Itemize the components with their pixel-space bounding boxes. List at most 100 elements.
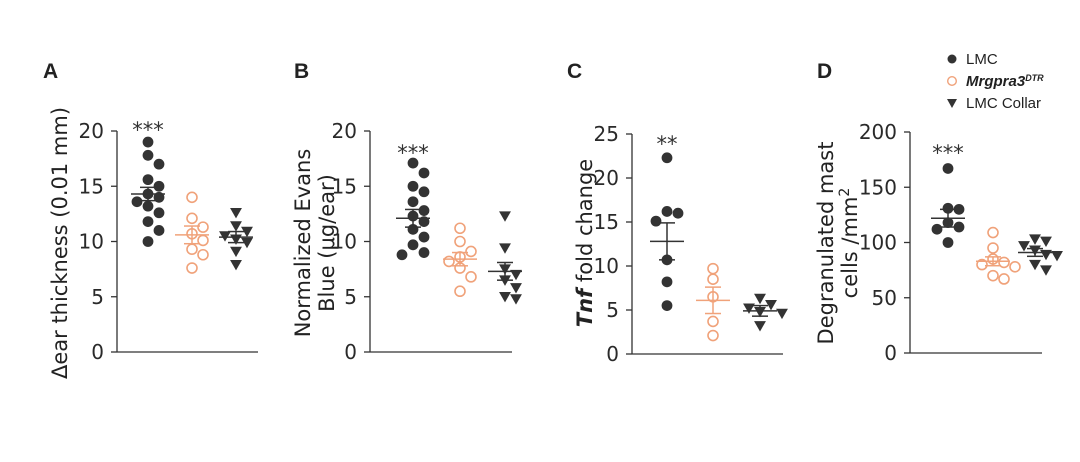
data-point bbox=[998, 273, 1010, 285]
y-axis-title: Normalized Evans Blue (μg/ear) bbox=[291, 149, 339, 338]
significance-label: ** bbox=[657, 132, 678, 156]
y-axis-title-segment: Tnf bbox=[573, 286, 597, 327]
data-point bbox=[230, 259, 242, 271]
data-point bbox=[1040, 265, 1052, 276]
data-point bbox=[499, 243, 511, 254]
y-axis-title-segment: Δear thickness (0.01 mm) bbox=[48, 107, 72, 379]
data-point bbox=[743, 303, 755, 314]
legend-label-superscript: DTR bbox=[1025, 73, 1044, 83]
data-point bbox=[186, 191, 198, 204]
data-point bbox=[142, 236, 154, 247]
y-tick-label: 5 bbox=[91, 285, 104, 309]
y-axis-title: Tnf fold change bbox=[573, 159, 597, 327]
significance-label: *** bbox=[397, 141, 429, 165]
data-point bbox=[976, 258, 988, 271]
legend-label-text: LMC Collar bbox=[966, 95, 1041, 112]
y-tick-label: 20 bbox=[594, 166, 619, 190]
data-point bbox=[153, 180, 165, 192]
data-point bbox=[707, 262, 719, 275]
y-axis-title-segment: cells /mm bbox=[838, 197, 862, 299]
legend-label: LMC Collar bbox=[966, 95, 1041, 112]
panel-a: A 0 5 10 15 20 Δear thickness (0.01 mm) *** bbox=[43, 60, 258, 379]
y-axis-title-line: Tnf fold change bbox=[573, 159, 597, 327]
data-point bbox=[186, 262, 198, 274]
data-point bbox=[197, 221, 209, 233]
series-lmc bbox=[650, 152, 684, 311]
data-point bbox=[942, 237, 954, 248]
y-axis-title-segment: Degranulated mast bbox=[814, 142, 838, 345]
data-point bbox=[650, 215, 662, 227]
data-point bbox=[443, 255, 455, 268]
panel-label: D bbox=[817, 60, 832, 83]
data-point bbox=[230, 221, 242, 232]
data-point bbox=[510, 294, 522, 305]
y-axis-title-segment: Blue (μg/ear) bbox=[315, 174, 339, 312]
series-mrgpra3 bbox=[696, 262, 730, 342]
data-point bbox=[465, 271, 477, 283]
y-tick-label: 0 bbox=[884, 341, 897, 365]
data-point bbox=[1040, 236, 1052, 248]
y-tick-label: 15 bbox=[594, 210, 619, 234]
data-point bbox=[953, 221, 965, 233]
data-point bbox=[142, 174, 154, 186]
y-axis-title: Δear thickness (0.01 mm) bbox=[48, 107, 72, 379]
y-tick-label: 10 bbox=[79, 230, 104, 254]
data-point bbox=[510, 269, 522, 281]
data-point bbox=[942, 202, 954, 214]
data-point bbox=[942, 163, 954, 174]
significance-label: *** bbox=[932, 141, 964, 165]
data-point bbox=[230, 208, 242, 219]
y-tick-label: 5 bbox=[344, 285, 357, 309]
data-point bbox=[142, 149, 154, 161]
y-tick-label: 10 bbox=[594, 254, 619, 278]
panel-label: B bbox=[294, 60, 309, 83]
series-lmc-collar bbox=[219, 208, 253, 271]
data-point bbox=[1040, 249, 1052, 261]
data-point bbox=[987, 242, 999, 254]
panel-c: C 0 5 10 15 20 25 Tnf fold change ** bbox=[567, 60, 788, 366]
data-point bbox=[396, 249, 408, 261]
data-point bbox=[186, 243, 198, 256]
y-axis-title-segment: fold change bbox=[573, 159, 597, 289]
data-point bbox=[407, 196, 419, 208]
data-point bbox=[142, 200, 154, 212]
panel-b: B 0 5 10 15 20 Normalized Evans Blue (μg/ear) **… bbox=[291, 60, 522, 364]
data-point bbox=[987, 226, 999, 239]
data-point bbox=[998, 256, 1010, 269]
y-tick-label: 0 bbox=[606, 342, 619, 366]
data-point bbox=[418, 167, 430, 179]
data-point bbox=[418, 231, 430, 243]
data-point bbox=[707, 315, 719, 328]
data-point bbox=[407, 180, 419, 192]
panel-label: C bbox=[567, 60, 582, 83]
series-lmc-collar bbox=[488, 211, 522, 305]
data-point bbox=[454, 222, 466, 235]
legend-label: LMC bbox=[966, 51, 998, 68]
legend-label-text: Mrgpra3 bbox=[966, 73, 1026, 90]
y-tick-label: 0 bbox=[91, 340, 104, 364]
legend-marker-triangle bbox=[947, 99, 957, 108]
data-point bbox=[418, 186, 430, 198]
series-lmc bbox=[396, 157, 430, 261]
data-point bbox=[153, 207, 165, 219]
y-axis-title-line: Δear thickness (0.01 mm) bbox=[48, 107, 72, 379]
data-point bbox=[1029, 234, 1041, 245]
data-point bbox=[754, 293, 766, 305]
data-point bbox=[754, 321, 766, 332]
data-point bbox=[661, 152, 673, 164]
y-tick-label: 150 bbox=[859, 175, 897, 199]
data-point bbox=[131, 196, 143, 208]
y-axis-title-line: Blue (μg/ear) bbox=[315, 174, 339, 312]
legend-marker-open-circle bbox=[947, 75, 958, 86]
y-axis-title-segment: 2 bbox=[837, 188, 853, 197]
data-point bbox=[407, 239, 419, 251]
y-tick-label: 20 bbox=[79, 119, 104, 143]
data-point bbox=[454, 235, 466, 248]
data-point bbox=[776, 308, 788, 320]
data-point bbox=[672, 207, 684, 219]
y-axis-title-line: Degranulated mast bbox=[814, 142, 838, 345]
data-point bbox=[661, 276, 673, 288]
data-point bbox=[499, 291, 511, 303]
data-point bbox=[1029, 259, 1041, 271]
